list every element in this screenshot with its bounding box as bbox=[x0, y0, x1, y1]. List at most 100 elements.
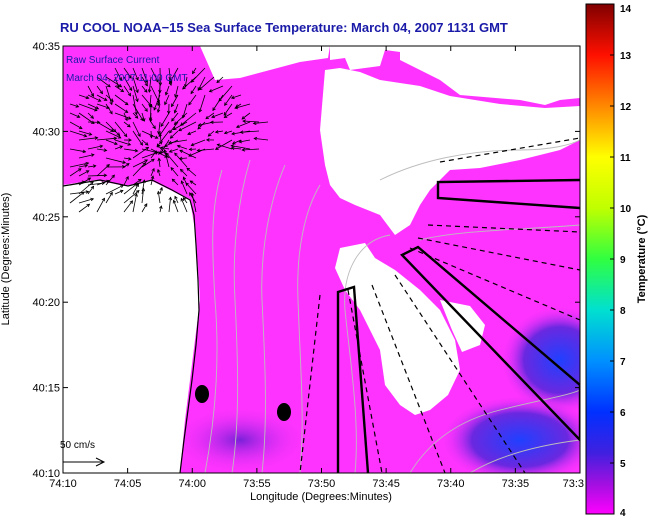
current-vector-head bbox=[110, 98, 114, 102]
current-vector bbox=[78, 130, 92, 135]
x-axis-label: Longitude (Degrees:Minutes) bbox=[250, 491, 392, 503]
current-vector bbox=[69, 168, 82, 177]
y-tick-label: 40:15 bbox=[32, 383, 60, 395]
current-vector bbox=[132, 85, 139, 102]
current-vector bbox=[159, 205, 162, 213]
scale-arrow-label: 50 cm/s bbox=[60, 440, 95, 451]
current-vector bbox=[114, 103, 128, 113]
current-vector bbox=[96, 148, 107, 151]
current-vector-head bbox=[94, 136, 99, 140]
current-vector bbox=[78, 94, 89, 99]
current-vector-head bbox=[85, 95, 90, 100]
current-vector-head bbox=[155, 78, 159, 83]
current-vector bbox=[164, 149, 170, 168]
current-vector-head bbox=[178, 127, 182, 132]
current-vector bbox=[78, 177, 91, 186]
buoy-marker-2 bbox=[277, 403, 291, 421]
current-vector-head bbox=[109, 110, 113, 115]
current-vector-head bbox=[223, 112, 228, 116]
current-vector-head bbox=[128, 87, 133, 92]
current-vector-head bbox=[187, 131, 191, 136]
current-vector-head bbox=[127, 92, 132, 97]
current-vector bbox=[87, 94, 101, 102]
current-vector bbox=[215, 139, 233, 150]
x-tick-label: 73:55 bbox=[243, 478, 271, 490]
current-vector bbox=[69, 191, 89, 195]
current-vector bbox=[141, 158, 155, 168]
current-vector bbox=[242, 120, 260, 123]
current-vector-head bbox=[186, 167, 191, 172]
current-vector bbox=[87, 103, 99, 110]
current-vector-head bbox=[209, 120, 214, 125]
current-vector bbox=[132, 94, 137, 115]
current-vector-head bbox=[160, 146, 164, 150]
current-vector-head bbox=[143, 203, 148, 207]
current-vector-head bbox=[99, 144, 104, 149]
current-vector bbox=[105, 157, 126, 164]
current-vector-head bbox=[169, 129, 173, 134]
current-vector-head bbox=[147, 89, 152, 93]
current-vector-head bbox=[152, 125, 156, 130]
current-vector bbox=[123, 200, 133, 213]
current-vector bbox=[96, 198, 105, 213]
study-boxes bbox=[336, 178, 580, 473]
colorbar-label: Temperature (°C) bbox=[636, 214, 648, 303]
current-vector bbox=[96, 121, 114, 132]
current-vector bbox=[189, 148, 197, 150]
current-vector-head bbox=[103, 148, 108, 152]
current-vector bbox=[78, 154, 94, 159]
current-vector bbox=[150, 67, 159, 83]
current-vector bbox=[114, 85, 124, 92]
current-vector-head bbox=[99, 90, 103, 95]
current-vector-head bbox=[118, 77, 122, 82]
current-vector-head bbox=[182, 176, 187, 181]
current-vector bbox=[170, 167, 179, 177]
current-vector-head bbox=[137, 133, 141, 138]
current-vector bbox=[114, 130, 120, 136]
current-vector bbox=[141, 103, 148, 112]
current-vector-head bbox=[169, 80, 173, 84]
current-vector-head bbox=[120, 88, 125, 93]
current-vector-head bbox=[179, 168, 184, 173]
current-vector-head bbox=[148, 118, 153, 123]
current-vector-head bbox=[86, 203, 91, 208]
current-vector-head bbox=[171, 178, 176, 183]
current-vector-head bbox=[196, 148, 201, 153]
current-vector bbox=[172, 178, 179, 186]
current-vector bbox=[181, 180, 188, 195]
current-vector-head bbox=[78, 125, 83, 129]
current-vector-head bbox=[135, 98, 139, 103]
current-vector-head bbox=[97, 98, 102, 102]
current-vector bbox=[160, 147, 170, 150]
current-vector-head bbox=[95, 106, 100, 110]
land-mask-east bbox=[440, 300, 485, 352]
annotation-current-label: Raw Surface Current bbox=[66, 55, 160, 66]
current-vector bbox=[141, 67, 148, 83]
current-vector-head bbox=[124, 117, 128, 122]
current-vector bbox=[105, 174, 115, 186]
current-vector-head bbox=[109, 101, 113, 106]
current-vector bbox=[105, 130, 121, 139]
current-vector bbox=[174, 85, 179, 98]
current-vector-head bbox=[223, 114, 228, 118]
x-tick-label: 74:05 bbox=[114, 478, 142, 490]
current-vector bbox=[105, 192, 113, 204]
current-vector bbox=[78, 203, 90, 213]
current-vectors bbox=[69, 67, 269, 213]
current-vector bbox=[168, 139, 188, 144]
current-vector bbox=[87, 186, 94, 195]
current-vector-head bbox=[153, 106, 157, 111]
current-vector bbox=[224, 94, 233, 106]
current-vector bbox=[105, 121, 116, 133]
current-vector-head bbox=[101, 197, 105, 202]
current-vector bbox=[123, 157, 131, 160]
y-tick-label: 40:35 bbox=[32, 41, 60, 53]
current-vector-head bbox=[211, 114, 215, 119]
land-north bbox=[200, 46, 330, 80]
current-vector bbox=[239, 139, 251, 143]
current-vector bbox=[114, 121, 128, 137]
current-vector-head bbox=[125, 163, 130, 167]
current-vector bbox=[141, 188, 144, 204]
current-vector-head bbox=[149, 134, 154, 139]
